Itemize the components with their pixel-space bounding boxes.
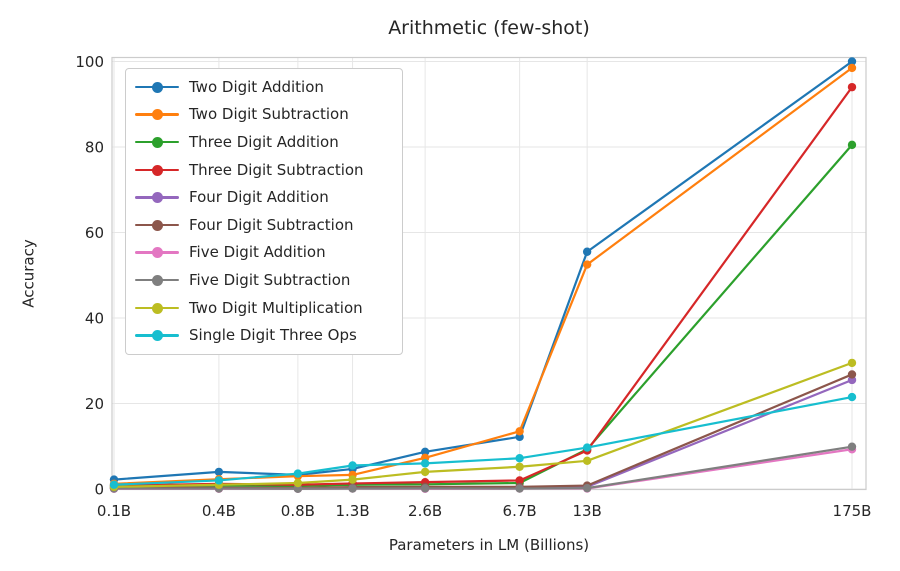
series-line-two-digit-addition	[112, 60, 854, 481]
series-line-two-digit-multiplication	[112, 361, 854, 488]
x-tick-label: 0.8B	[281, 502, 315, 520]
gridlines	[112, 57, 866, 490]
data-point-two-digit-addition	[214, 467, 224, 477]
legend: Two Digit Addition Two Digit Subtraction T…	[125, 68, 403, 355]
data-point-two-digit-addition	[847, 57, 857, 66]
data-point-two-digit-addition	[420, 447, 430, 457]
legend-label: Four Digit Addition	[189, 188, 329, 207]
legend-line-marker-icon	[135, 246, 179, 259]
data-point-two-digit-subtraction	[582, 260, 592, 269]
data-point-five-digit-subtraction	[515, 484, 524, 493]
legend-label: Three Digit Addition	[189, 132, 339, 151]
legend-label: Five Digit Subtraction	[189, 270, 351, 289]
legend-label: Three Digit Subtraction	[189, 160, 364, 179]
legend-item: Four Digit Subtraction	[126, 211, 402, 239]
legend-label: Single Digit Three Ops	[189, 326, 357, 345]
legend-line-marker-icon	[135, 108, 179, 121]
data-point-two-digit-multiplication	[582, 456, 592, 465]
legend-item: Single Digit Three Ops	[126, 321, 402, 349]
series-line-single-digit-three-ops	[112, 395, 854, 486]
data-point-two-digit-multiplication	[348, 475, 357, 484]
data-point-three-digit-subtraction	[515, 476, 524, 485]
series-line-four-digit-subtraction	[112, 373, 854, 490]
data-point-four-digit-subtraction	[847, 370, 857, 379]
legend-label: Two Digit Subtraction	[189, 105, 349, 124]
x-tick-label: 1.3B	[335, 502, 369, 520]
x-tick-label: 175B	[833, 502, 872, 520]
data-point-two-digit-subtraction	[515, 427, 524, 436]
x-tick-label: 2.6B	[408, 502, 442, 520]
data-point-single-digit-three-ops	[847, 392, 857, 402]
data-point-two-digit-subtraction	[847, 63, 857, 73]
data-point-five-digit-subtraction	[348, 484, 357, 493]
legend-item: Three Digit Subtraction	[126, 156, 402, 184]
data-point-five-digit-subtraction	[847, 442, 857, 451]
y-tick-label: 100	[75, 53, 104, 71]
legend-line-marker-icon	[135, 191, 179, 204]
chart-title: Arithmetic (few-shot)	[388, 17, 590, 39]
legend-item: Two Digit Multiplication	[126, 294, 402, 322]
legend-line-marker-icon	[135, 219, 179, 231]
x-axis-label: Parameters in LM (Billions)	[388, 536, 590, 554]
data-point-single-digit-three-ops	[515, 454, 524, 463]
data-point-single-digit-three-ops	[348, 461, 357, 470]
y-tick-label: 0	[94, 481, 104, 499]
legend-item: Five Digit Addition	[126, 239, 402, 267]
y-tick-label: 20	[85, 395, 104, 413]
y-tick-label: 80	[85, 139, 104, 157]
legend-item: Three Digit Addition	[126, 128, 402, 156]
data-point-two-digit-multiplication	[420, 467, 430, 477]
data-point-two-digit-multiplication	[515, 462, 524, 471]
data-point-single-digit-three-ops	[582, 443, 592, 452]
data-point-three-digit-subtraction	[847, 82, 857, 92]
legend-line-marker-icon	[135, 274, 179, 286]
legend-line-marker-icon	[135, 164, 179, 176]
legend-line-marker-icon	[135, 302, 179, 314]
legend-label: Two Digit Addition	[189, 77, 324, 96]
legend-item: Two Digit Subtraction	[126, 101, 402, 129]
x-tick-label: 13B	[572, 502, 601, 520]
x-tick-label: 0.4B	[202, 502, 236, 520]
y-tick-label: 60	[85, 224, 104, 242]
data-point-five-digit-subtraction	[293, 484, 303, 493]
data-point-five-digit-subtraction	[582, 483, 592, 493]
legend-label: Four Digit Subtraction	[189, 215, 354, 234]
y-axis-label: Accuracy	[19, 239, 38, 308]
data-point-five-digit-subtraction	[420, 484, 430, 493]
x-tick-label: 6.7B	[503, 502, 537, 520]
data-point-three-digit-addition	[847, 140, 857, 150]
data-point-single-digit-three-ops	[109, 480, 119, 489]
legend-item: Four Digit Addition	[126, 183, 402, 211]
x-tick-label: 0.1B	[97, 502, 131, 520]
legend-label: Five Digit Addition	[189, 243, 326, 262]
data-point-single-digit-three-ops	[293, 469, 303, 478]
legend-label: Two Digit Multiplication	[189, 298, 363, 317]
y-tick-label: 40	[85, 310, 104, 328]
series-group	[109, 57, 857, 493]
legend-line-marker-icon	[135, 329, 179, 342]
data-point-two-digit-multiplication	[847, 358, 857, 368]
legend-item: Five Digit Subtraction	[126, 266, 402, 294]
legend-item: Two Digit Addition	[126, 73, 402, 101]
series-line-five-digit-subtraction	[112, 445, 854, 490]
data-point-single-digit-three-ops	[420, 459, 430, 468]
tick-labels: 0 20 40 60 80 100 0.1B 0.4B 0.8B 1.3B 2.6B 6.7B 13B 1…	[75, 53, 871, 520]
legend-line-marker-icon	[135, 136, 179, 148]
legend-line-marker-icon	[135, 81, 179, 93]
data-point-two-digit-multiplication	[293, 478, 303, 488]
data-point-single-digit-three-ops	[214, 476, 224, 485]
data-point-two-digit-addition	[582, 247, 592, 256]
